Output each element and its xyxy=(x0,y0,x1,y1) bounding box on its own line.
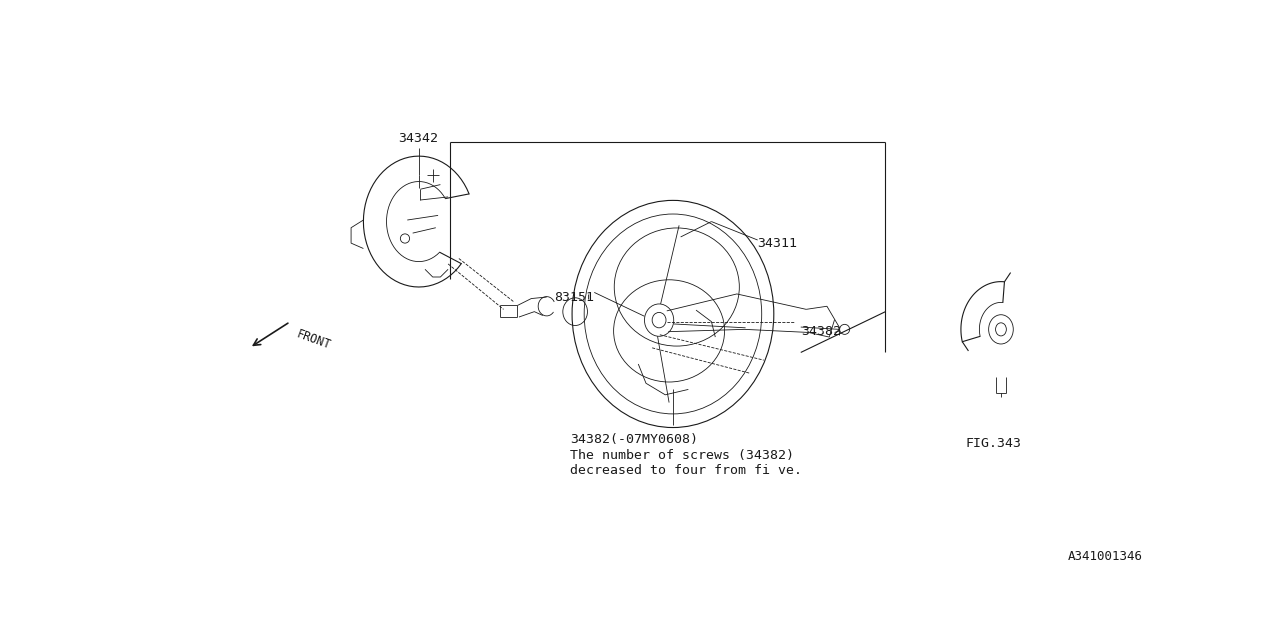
Text: decreased to four from fi ve.: decreased to four from fi ve. xyxy=(570,464,801,477)
Text: The number of screws (34382): The number of screws (34382) xyxy=(570,449,794,462)
Text: FIG.343: FIG.343 xyxy=(965,437,1021,450)
Text: 34382: 34382 xyxy=(801,324,841,338)
Text: 34382(-07MY0608): 34382(-07MY0608) xyxy=(570,433,698,447)
Text: A341001346: A341001346 xyxy=(1068,550,1143,563)
Text: 83151: 83151 xyxy=(554,291,594,304)
Text: FRONT: FRONT xyxy=(294,328,332,352)
Text: 34311: 34311 xyxy=(758,237,797,250)
Text: 34342: 34342 xyxy=(398,132,438,145)
